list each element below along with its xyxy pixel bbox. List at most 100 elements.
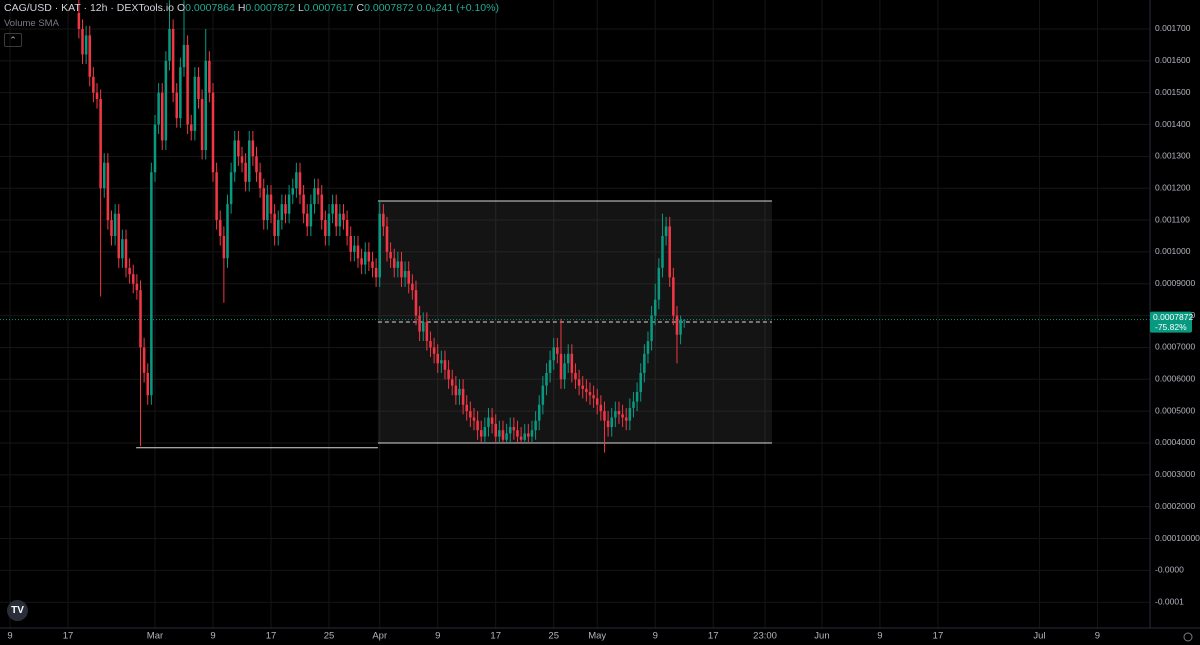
candle-body — [211, 92, 215, 173]
ohlc-value: 0.0007872 — [245, 2, 296, 14]
candle-body — [392, 258, 396, 268]
candle-body — [614, 411, 617, 418]
candle-body — [349, 235, 353, 252]
candle-body — [570, 353, 574, 373]
candle-body — [461, 388, 465, 405]
x-tick-label: Jun — [814, 631, 829, 642]
y-tick-label: 0.0006000 — [1155, 374, 1195, 384]
candle-body — [581, 385, 584, 389]
candle-body — [425, 321, 429, 342]
x-tick-label: Jul — [1033, 631, 1045, 642]
candle-body — [465, 404, 468, 412]
candle-body — [472, 417, 476, 421]
candle-body — [400, 261, 403, 278]
candle-body — [436, 353, 439, 364]
collapse-button[interactable]: ⌃ — [4, 33, 22, 47]
candle-body — [487, 417, 490, 428]
candle-body — [197, 76, 200, 100]
ohlc-key: H — [237, 2, 246, 14]
y-tick-label: -0.0000 — [1155, 565, 1184, 575]
candle-body — [360, 258, 363, 265]
y-tick-label: 0.001600 — [1155, 55, 1191, 65]
x-tick-label: 17 — [490, 631, 501, 642]
y-tick-label: 0.0002000 — [1155, 501, 1195, 511]
candle-body — [240, 156, 244, 163]
candle-body — [498, 430, 501, 437]
candle-body — [679, 319, 682, 335]
candle-body — [150, 172, 153, 396]
candle-body — [316, 188, 320, 195]
candle-body — [624, 417, 628, 421]
candle-body — [128, 267, 131, 275]
candle-body — [675, 315, 679, 335]
candle-body — [84, 35, 88, 55]
candle-body — [175, 92, 179, 119]
x-tick-label: 23:00 — [753, 631, 777, 642]
ohlc-value: 0.0007617 — [303, 2, 354, 14]
candle-body — [171, 28, 175, 93]
candle-body — [664, 226, 668, 236]
x-tick-label: Mar — [147, 631, 163, 642]
candle-body — [494, 423, 497, 437]
candle-body — [284, 204, 287, 214]
candle-body — [458, 388, 461, 396]
candle-body — [646, 341, 650, 354]
candle-body — [298, 172, 302, 195]
candle-body — [182, 44, 186, 68]
candle-body — [599, 404, 603, 412]
candle-body — [632, 401, 635, 408]
candle-body — [643, 353, 646, 373]
candle-body — [374, 267, 378, 278]
candle-body — [414, 290, 418, 316]
candle-body — [135, 283, 139, 291]
y-tick-label: -0.0001 — [1155, 596, 1184, 606]
candle-body — [113, 213, 117, 236]
tradingview-logo[interactable]: TV — [7, 600, 28, 621]
candle-body — [262, 188, 266, 221]
ohlc-key: O — [177, 2, 186, 14]
candle-body — [186, 44, 189, 125]
candle-body — [222, 235, 226, 259]
candle-body — [81, 28, 84, 55]
candle-body — [545, 372, 548, 386]
candle-body — [229, 172, 233, 205]
candle-body — [610, 417, 613, 428]
candle-body — [287, 194, 291, 214]
ohlc-key: L — [298, 2, 304, 14]
candle-body — [450, 379, 454, 386]
x-tick-label: May — [588, 631, 606, 642]
candle-body — [476, 420, 479, 431]
x-tick-label: 9 — [653, 631, 658, 642]
candle-body — [244, 162, 247, 182]
ohlc-value: 0.0007872 — [364, 2, 414, 14]
candle-body — [552, 347, 555, 361]
candle-body — [356, 245, 360, 259]
y-tick-label: 0.0009000 — [1155, 278, 1195, 288]
candle-body — [661, 235, 664, 268]
last-price-label: 0.0007872 — [1153, 312, 1193, 322]
candle-body — [110, 220, 113, 236]
candle-body — [639, 372, 642, 393]
indicator-label: Volume SMA — [4, 18, 59, 29]
candle-body — [168, 28, 171, 61]
candle-body — [621, 414, 624, 418]
candle-body — [117, 213, 121, 259]
candle-body — [342, 213, 345, 221]
y-tick-label: 0.001100 — [1155, 214, 1190, 224]
candle-body — [559, 353, 563, 380]
candle-body — [280, 204, 284, 221]
candle-body — [334, 204, 338, 227]
candle-body — [139, 290, 142, 348]
candle-body — [338, 213, 342, 227]
last-change-label: -75.82% — [1155, 322, 1187, 332]
candle-body — [106, 162, 110, 221]
candle-body — [421, 321, 425, 332]
change-value: 0.0₈241 (+0.10%) — [416, 2, 499, 14]
candle-body — [519, 436, 523, 440]
ohlc-value: 0.0007864 — [185, 2, 235, 14]
candle-body — [77, 13, 81, 29]
x-tick-label: 9 — [435, 631, 440, 642]
candle-body — [345, 220, 349, 236]
settings-icon[interactable] — [1183, 632, 1193, 642]
